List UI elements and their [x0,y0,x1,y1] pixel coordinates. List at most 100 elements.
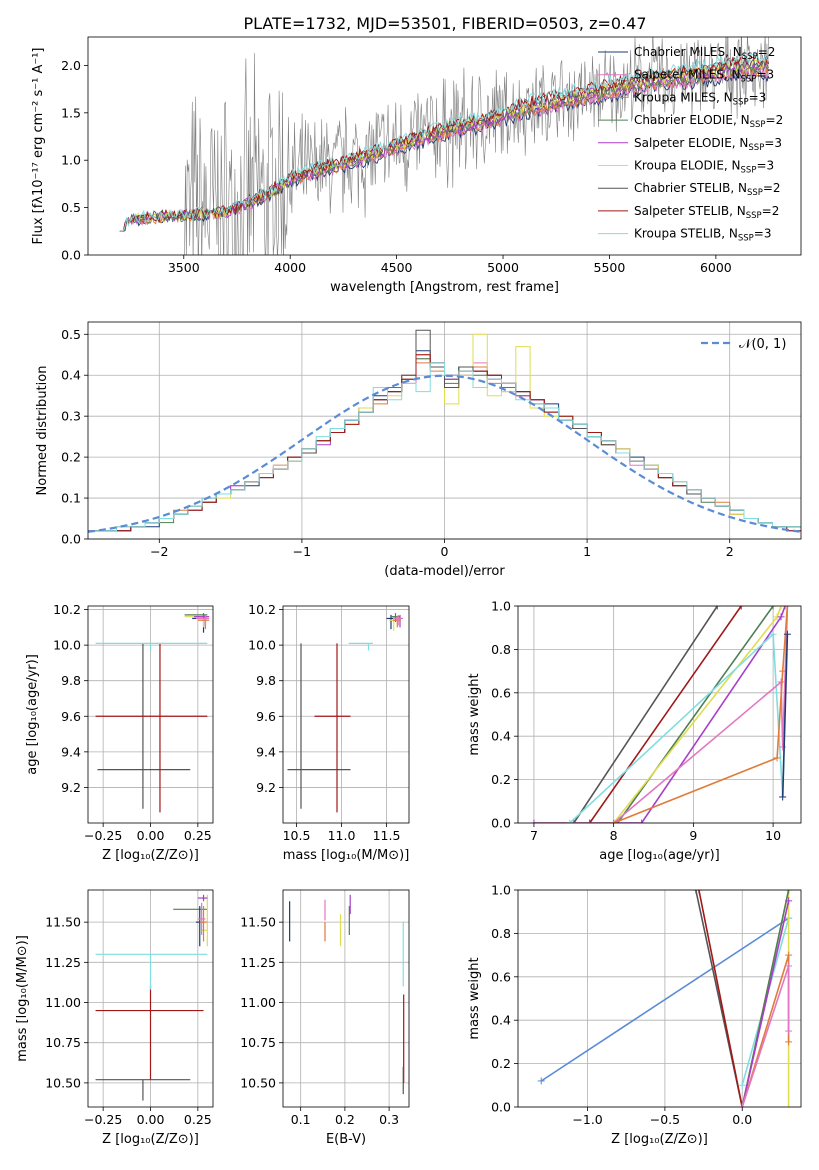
legend-subscript: SSP [747,188,763,198]
y-tick-label: 1.0 [61,153,81,168]
legend-tail: =2 [762,204,780,218]
y-tick-label: 9.8 [61,673,81,688]
y-tick-label: 11.00 [240,995,276,1010]
axes-frame [87,36,802,256]
residuals-axes: −2 −1 0 1 2 0.0 0.1 0.2 0.3 0.4 0.5 (data-model)/er… [35,321,802,579]
y-tick-label: 10.0 [53,638,81,653]
weight-line [540,917,790,1082]
aZ-axes: −0.25 0.00 0.25 9.2 9.4 9.6 9.8 10.0 10.2 Z [log₁… [25,602,214,863]
weight-line [573,606,718,823]
legend-subscript: SSP [750,120,766,130]
x-tick-label: 0.0 [732,1112,752,1127]
y-tick-label: 2.0 [61,58,81,73]
x-tick-label: 11.5 [373,828,401,843]
axes-frame [517,889,802,1108]
x-tick-label: 0.00 [137,1112,165,1127]
x-tick-label: −2 [150,544,168,559]
legend-tail: =3 [756,68,774,82]
y-axis-label: age [log₁₀(age/yr)] [25,654,40,775]
legend-tail: =2 [766,113,784,127]
observed-spectrum [184,37,769,255]
legend-subscript: SSP [733,97,749,107]
legend-tail: =3 [756,159,774,173]
x-tick-label: 0.1 [291,1112,311,1127]
gaussian-curve [88,374,801,533]
y-tick-label: 0.0 [491,816,511,831]
legend-label: Salpeter STELIB, NSSP=2 [634,204,779,221]
x-tick-label: 4000 [274,260,306,275]
y-tick-label: 9.8 [256,673,276,688]
legend-subscript: SSP [741,75,757,85]
y-tick-label: 10.75 [240,1035,276,1050]
x-tick-label: −1 [293,544,311,559]
y-axis-label: mass [log₁₀(M/M⊙)] [15,935,30,1062]
y-tick-label: 0.6 [491,685,511,700]
figure-title: PLATE=1732, MJD=53501, FIBERID=0503, z=0… [243,14,646,33]
x-tick-label: 4500 [381,260,413,275]
y-tick-label: 0.2 [491,772,511,787]
aZ-plot-area [95,613,210,813]
spectrum-legend: Chabrier MILES, NSSP=2 Salpeter MILES, NS… [598,45,783,244]
weight-line [741,900,790,1107]
mE-plot-area [289,894,405,1095]
x-axis-label: wavelength [Angstrom, rest frame] [330,280,559,295]
mwZ-plot-area [537,890,793,1107]
y-axis-label: Flux [fλ10⁻¹⁷ erg cm⁻² s⁻¹ A⁻¹] [31,48,46,245]
model-spectrum [119,52,769,232]
y-tick-label: 0.8 [491,642,511,657]
weight-line [741,965,790,1107]
y-tick-label: 10.75 [45,1035,81,1050]
legend-tail: =3 [754,227,772,241]
legend-subscript: SSP [748,143,764,153]
legend-tail: =3 [764,136,782,150]
legend-label: Salpeter MILES, NSSP=3 [634,68,774,85]
axes-frame [282,605,410,824]
x-tick-label: 7 [530,828,538,843]
x-tick-label: 11.0 [328,828,356,843]
legend-subscript: SSP [746,211,762,221]
y-tick-label: 0.4 [491,729,511,744]
x-tick-label: −1.0 [572,1112,602,1127]
x-tick-label: 5000 [487,260,519,275]
y-tick-label: 0.2 [61,450,81,465]
y-tick-label: 11.25 [240,955,276,970]
legend-tail: =2 [763,181,781,195]
y-tick-label: 0.8 [491,926,511,941]
y-tick-label: 11.50 [45,915,81,930]
x-tick-label: 5500 [594,260,626,275]
spectrum-axes: 3500 4000 4500 5000 5500 6000 0.0 0.5 1.0 1.5 2.0 w… [31,36,802,295]
y-tick-label: 11.25 [45,955,81,970]
x-tick-label: 3500 [168,260,200,275]
legend-label: Chabrier ELODIE, NSSP=2 [634,113,783,130]
y-tick-label: 11.00 [45,995,81,1010]
x-axis-label: E(B-V) [326,1132,366,1147]
y-tick-label: 10.2 [53,602,81,617]
weight-line [533,606,786,823]
mZ-axes: −0.25 0.00 0.25 10.50 10.75 11.00 11.25 11.50 Z … [15,889,214,1147]
mwA-axes: 7 8 9 10 0.0 0.2 0.4 0.6 0.8 1.0 age [log₁₀(age/yr… [467,599,802,863]
aM-plot-area [287,613,403,813]
x-axis-label: mass [log₁₀(M/M⊙)] [283,848,410,863]
weight-line [698,890,743,1107]
x-axis-label: Z [log₁₀(Z/Z⊙)] [611,1132,708,1147]
y-tick-label: 9.6 [256,709,276,724]
mwA-plot-area [530,606,791,823]
y-tick-label: 10.2 [248,602,276,617]
mZ-plot-area [95,894,208,1101]
y-tick-label: 9.6 [61,709,81,724]
y-tick-label: 9.4 [256,744,276,759]
legend-label: Kroupa ELODIE, NSSP=3 [634,159,774,176]
x-tick-label: −0.25 [84,1112,122,1127]
y-tick-label: 10.50 [45,1075,81,1090]
mE-axes: 0.1 0.2 0.3 10.50 10.75 11.00 11.25 11.50 E(B-V) [240,889,410,1147]
legend-label: 𝒩(0, 1) [739,337,786,352]
legend-label: Chabrier STELIB, NSSP=2 [634,181,781,198]
x-tick-label: 10 [765,828,781,843]
y-tick-label: 0.0 [491,1100,511,1115]
model-spectrum [119,50,769,232]
weight-line [569,606,789,823]
x-tick-label: 0.25 [184,828,212,843]
x-tick-label: 0 [441,544,449,559]
x-tick-label: −0.25 [84,828,122,843]
y-tick-label: 1.0 [491,883,511,898]
